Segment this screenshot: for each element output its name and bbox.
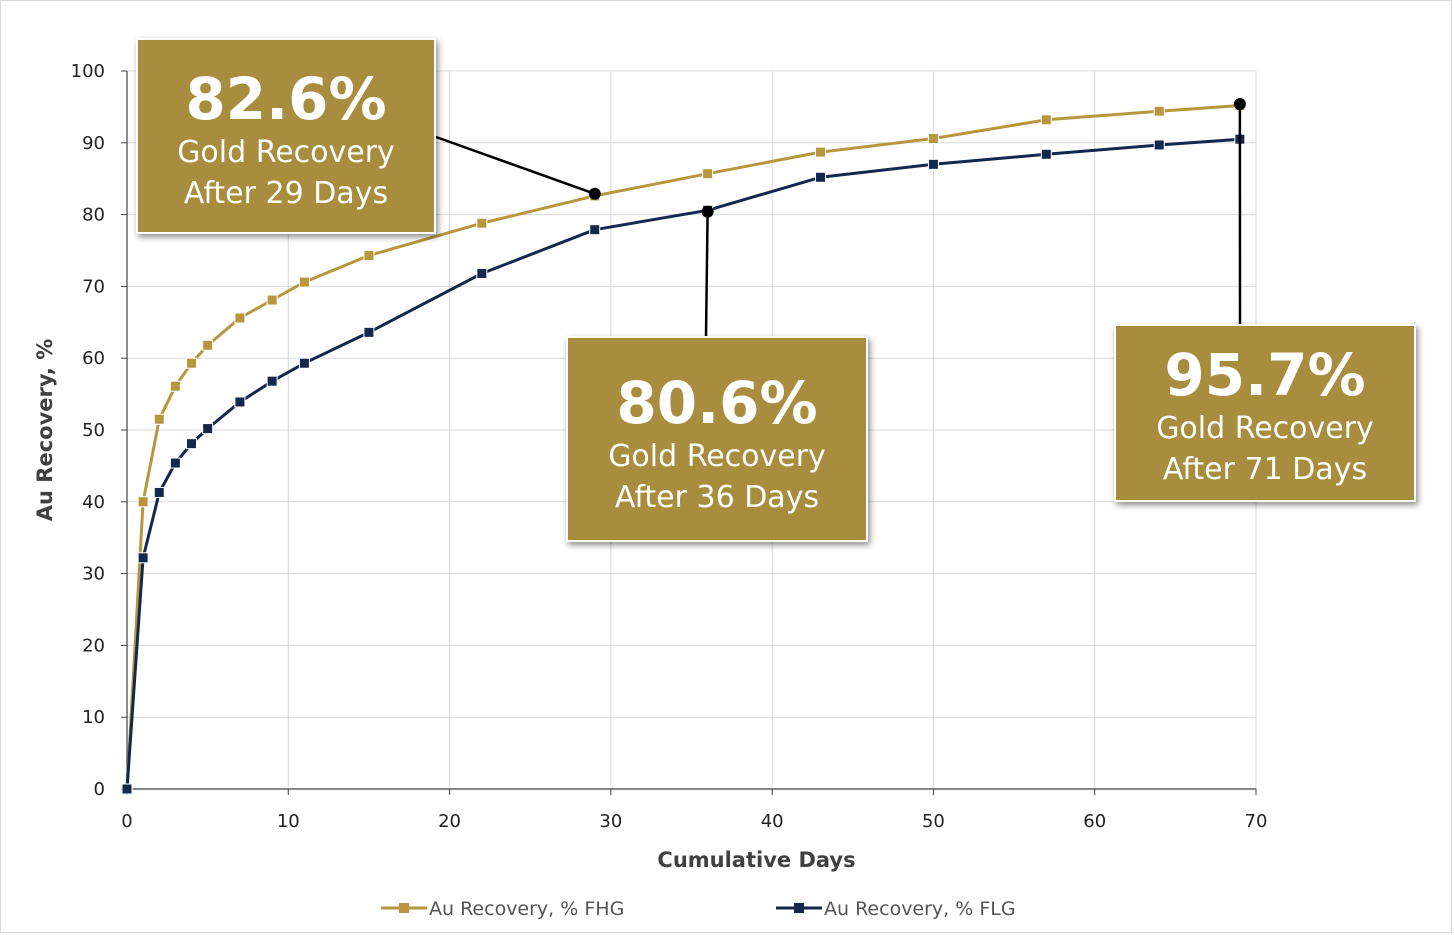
data-point [234, 396, 246, 408]
callout-29-days: 82.6% Gold Recovery After 29 Days [136, 38, 436, 234]
callout-line-1: Gold Recovery [608, 439, 826, 474]
y-tick-label: 50 [82, 420, 105, 441]
legend-label-2: Au Recovery, % FLG [824, 898, 1016, 920]
data-point [815, 146, 827, 158]
y-tick-label: 40 [82, 492, 105, 513]
data-point [1153, 139, 1165, 151]
x-tick-label: 60 [1083, 811, 1106, 832]
data-point [1040, 148, 1052, 160]
data-point [363, 250, 375, 262]
callout-anchor-dot [1233, 98, 1246, 111]
x-tick-label: 50 [922, 811, 945, 832]
data-point [137, 496, 149, 508]
y-tick-label: 80 [82, 205, 105, 226]
callout-value: 82.6% [185, 65, 387, 133]
y-tick-label: 70 [82, 276, 105, 297]
data-point [153, 413, 165, 425]
data-point [589, 224, 601, 236]
y-tick-label: 60 [82, 348, 105, 369]
callout-leader-line [435, 135, 596, 195]
callout-anchor-dot [588, 187, 601, 200]
data-point [298, 276, 310, 288]
x-tick-label: 20 [438, 811, 461, 832]
y-tick-label: 20 [82, 635, 105, 656]
data-point [234, 312, 246, 324]
data-point [363, 326, 375, 338]
x-axis-title: Cumulative Days [657, 848, 855, 872]
data-point [927, 158, 939, 170]
callout-line-1: Gold Recovery [1156, 411, 1374, 446]
data-point [298, 357, 310, 369]
x-tick-label: 0 [121, 811, 132, 832]
callout-value: 80.6% [616, 369, 818, 437]
data-point [186, 357, 198, 369]
callout-line-2: After 36 Days [614, 480, 820, 515]
data-point [702, 168, 714, 180]
data-point [121, 783, 133, 795]
legend-marker-2 [794, 903, 804, 913]
y-tick-label: 10 [82, 707, 105, 728]
callout-line-2: After 71 Days [1162, 452, 1368, 487]
data-point [476, 267, 488, 279]
x-tick-label: 70 [1245, 811, 1268, 832]
callout-36-days: 80.6% Gold Recovery After 36 Days [566, 336, 868, 542]
data-point [927, 132, 939, 144]
callout-line-2: After 29 Days [183, 176, 389, 211]
y-tick-label: 100 [71, 61, 105, 82]
x-tick-label: 40 [761, 811, 784, 832]
data-point [169, 380, 181, 392]
data-point [815, 171, 827, 183]
x-tick-label: 30 [599, 811, 622, 832]
y-tick-label: 30 [82, 564, 105, 585]
data-point [202, 423, 214, 435]
data-point [266, 375, 278, 387]
callout-line-1: Gold Recovery [177, 135, 395, 170]
data-point [266, 294, 278, 306]
x-tick-label: 10 [277, 811, 300, 832]
callout-leader-line [704, 211, 709, 337]
data-point [1153, 105, 1165, 117]
callout-anchor-dot [701, 205, 714, 218]
data-point [169, 457, 181, 469]
data-point [476, 217, 488, 229]
data-point [137, 552, 149, 564]
data-point [186, 438, 198, 450]
data-point [1040, 114, 1052, 126]
y-tick-label: 0 [94, 779, 105, 800]
y-axis-title: Au Recovery, % [33, 339, 57, 521]
callout-71-days: 95.7% Gold Recovery After 71 Days [1114, 324, 1416, 502]
callout-value: 95.7% [1164, 341, 1366, 409]
y-tick-label: 90 [82, 133, 105, 154]
data-point [202, 339, 214, 351]
data-point [153, 486, 165, 498]
legend-marker-1 [399, 903, 409, 913]
legend-label-1: Au Recovery, % FHG [429, 898, 624, 920]
